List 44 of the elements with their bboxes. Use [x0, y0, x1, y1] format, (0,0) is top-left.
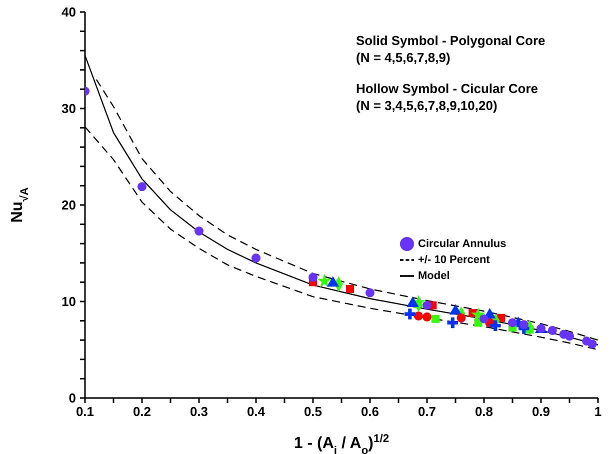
point [404, 308, 416, 320]
point [479, 314, 489, 324]
point [308, 272, 318, 282]
x-tick-label: 1 [594, 404, 602, 420]
point [414, 311, 423, 320]
x-tick-label: 0.3 [190, 404, 208, 420]
annotation: (N = 3,4,5,6,7,8,9,10,20) [356, 97, 498, 114]
y-tick-label: 0 [68, 390, 76, 406]
point [194, 226, 204, 236]
annotation: Hollow Symbol - Cicular Core [356, 80, 540, 97]
point [365, 288, 375, 298]
y-tick-label: 40 [62, 4, 76, 20]
annotation: (N = 4,5,6,7,8,9) [356, 49, 452, 66]
x-tick-label: 0.5 [304, 404, 322, 420]
point [564, 332, 574, 341]
point [519, 320, 528, 330]
point [422, 300, 432, 310]
point [588, 339, 597, 348]
y-tick-label: 20 [62, 198, 76, 213]
point [508, 318, 518, 328]
point [490, 320, 501, 331]
x-tick-label: 0.8 [474, 404, 494, 420]
y-tick-label: 10 [62, 294, 76, 310]
point [548, 326, 557, 335]
x-axis-title: 1 - (A$_{i}$ / A$_{o}$)$^{1/2}$ [294, 433, 390, 454]
point [422, 312, 432, 322]
x-tick-label: 0.6 [360, 404, 380, 420]
annotation: Solid Symbol - Polygonal Core [356, 32, 546, 49]
x-tick-label: 0.1 [76, 404, 94, 420]
point [137, 182, 147, 192]
point [456, 313, 466, 322]
x-tick-label: 0.4 [246, 404, 266, 420]
point [251, 254, 261, 263]
x-tick-label: 0.2 [132, 404, 152, 420]
legend-label: Model [418, 270, 450, 282]
point [346, 284, 354, 293]
y-tick-label: 30 [62, 101, 76, 116]
legend-label: Circular Annulus [418, 238, 506, 250]
point [447, 317, 458, 328]
x-tick-label: 0.7 [418, 404, 436, 420]
point [317, 274, 332, 288]
x-tick-label: 0.9 [532, 404, 550, 420]
legend-label: +/- 10 Percent [418, 254, 490, 266]
point [432, 314, 440, 323]
